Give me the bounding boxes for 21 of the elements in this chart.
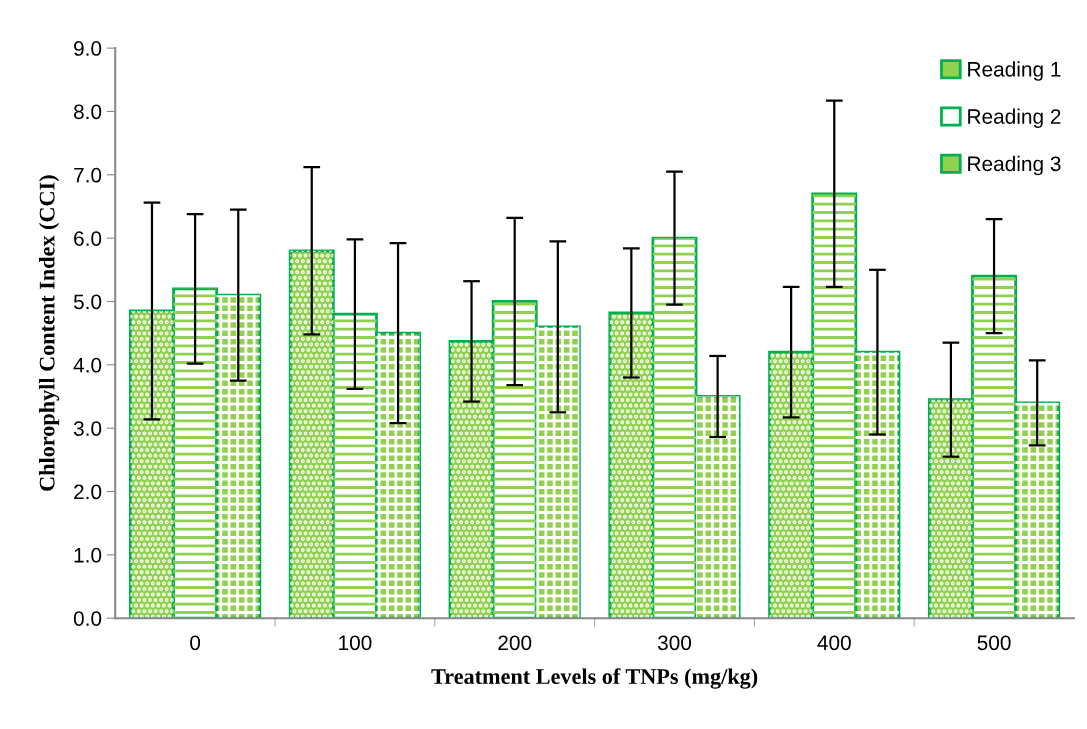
- y-tick-label: 7.0: [74, 167, 102, 183]
- x-tick-label: 200: [498, 635, 532, 651]
- x-tick-label: 400: [817, 635, 851, 651]
- legend-label: Reading 3: [968, 155, 1061, 176]
- y-axis-title: Chlorophyll Content Index (CCI): [38, 175, 60, 491]
- y-tick-label: 4.0: [73, 357, 102, 373]
- y-tick-label: 0.0: [73, 611, 102, 626]
- legend-label: Reading 1: [968, 61, 1061, 81]
- y-tick-label: 2.0: [74, 484, 102, 500]
- y-tick-label: 9.0: [74, 41, 102, 56]
- y-tick-label: 5.0: [73, 294, 102, 310]
- x-axis-title: Treatment Levels of TNPs (mg/kg): [431, 668, 758, 689]
- y-tick-label: 8.0: [73, 104, 102, 120]
- y-tick-label: 6.0: [74, 231, 102, 246]
- y-tick-label: 1.0: [74, 547, 102, 563]
- legend-label: Reading 2: [968, 108, 1061, 129]
- y-tick-label: 3.0: [73, 421, 102, 436]
- x-tick-label: 500: [977, 635, 1011, 651]
- x-tick-label: 100: [339, 635, 372, 651]
- x-tick-label: 300: [657, 635, 692, 651]
- x-tick-label: 0: [190, 635, 201, 651]
